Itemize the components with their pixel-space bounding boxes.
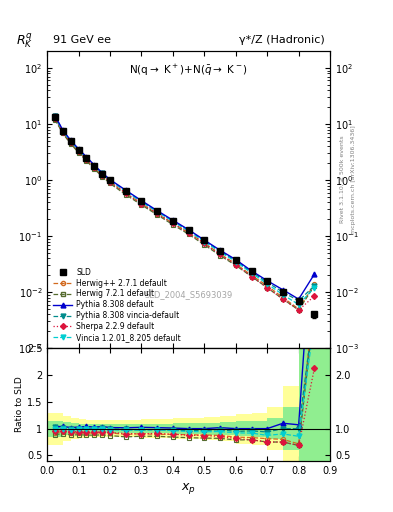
Bar	[189, 418, 204, 439]
Bar	[47, 413, 55, 445]
Bar	[86, 420, 94, 437]
Bar	[299, 268, 330, 512]
Bar	[110, 424, 126, 433]
Bar	[220, 416, 236, 441]
Text: SLD_2004_S5693039: SLD_2004_S5693039	[145, 290, 233, 299]
Bar	[55, 413, 63, 445]
Bar	[173, 423, 189, 434]
Bar	[236, 421, 252, 436]
Bar	[94, 424, 102, 433]
Bar	[141, 424, 157, 434]
Bar	[79, 424, 86, 434]
Bar	[189, 423, 204, 434]
Legend: SLD, Herwig++ 2.7.1 default, Herwig 7.2.1 default, Pythia 8.308 default, Pythia : SLD, Herwig++ 2.7.1 default, Herwig 7.2.…	[51, 265, 183, 345]
Bar	[55, 420, 63, 437]
X-axis label: $x_p$: $x_p$	[181, 481, 196, 496]
Bar	[71, 418, 79, 439]
Bar	[94, 420, 102, 437]
Bar	[63, 416, 71, 441]
Bar	[126, 420, 141, 437]
Text: Rivet 3.1.10, ≥ 500k events: Rivet 3.1.10, ≥ 500k events	[340, 135, 344, 223]
Text: 91 GeV ee: 91 GeV ee	[53, 35, 111, 45]
Bar	[173, 418, 189, 439]
Text: mcplots.cern.ch [arXiv:1306.3436]: mcplots.cern.ch [arXiv:1306.3436]	[351, 125, 356, 233]
Bar	[47, 420, 55, 437]
Bar	[79, 419, 86, 438]
Bar	[236, 414, 252, 443]
Bar	[110, 420, 126, 437]
Y-axis label: Ratio to SLD: Ratio to SLD	[15, 377, 24, 432]
Bar	[126, 424, 141, 433]
Text: γ*/Z (Hadronic): γ*/Z (Hadronic)	[239, 35, 325, 45]
Bar	[283, 386, 299, 472]
Bar	[63, 422, 71, 435]
Bar	[204, 417, 220, 440]
Bar	[252, 413, 267, 445]
Bar	[157, 419, 173, 438]
Bar	[283, 407, 299, 450]
Bar	[267, 418, 283, 439]
Y-axis label: $R^q_K$: $R^q_K$	[16, 32, 33, 51]
Bar	[252, 420, 267, 437]
Bar	[141, 419, 157, 438]
Bar	[86, 424, 94, 433]
Text: N(q$\rightarrow$ K$^+$)+N($\bar{q}\rightarrow$ K$^-$): N(q$\rightarrow$ K$^+$)+N($\bar{q}\right…	[129, 63, 248, 78]
Bar	[157, 424, 173, 434]
Bar	[71, 423, 79, 434]
Bar	[102, 420, 110, 437]
Bar	[102, 424, 110, 433]
Bar	[204, 423, 220, 435]
Bar	[220, 422, 236, 435]
Bar	[299, 348, 330, 509]
Bar	[267, 407, 283, 450]
